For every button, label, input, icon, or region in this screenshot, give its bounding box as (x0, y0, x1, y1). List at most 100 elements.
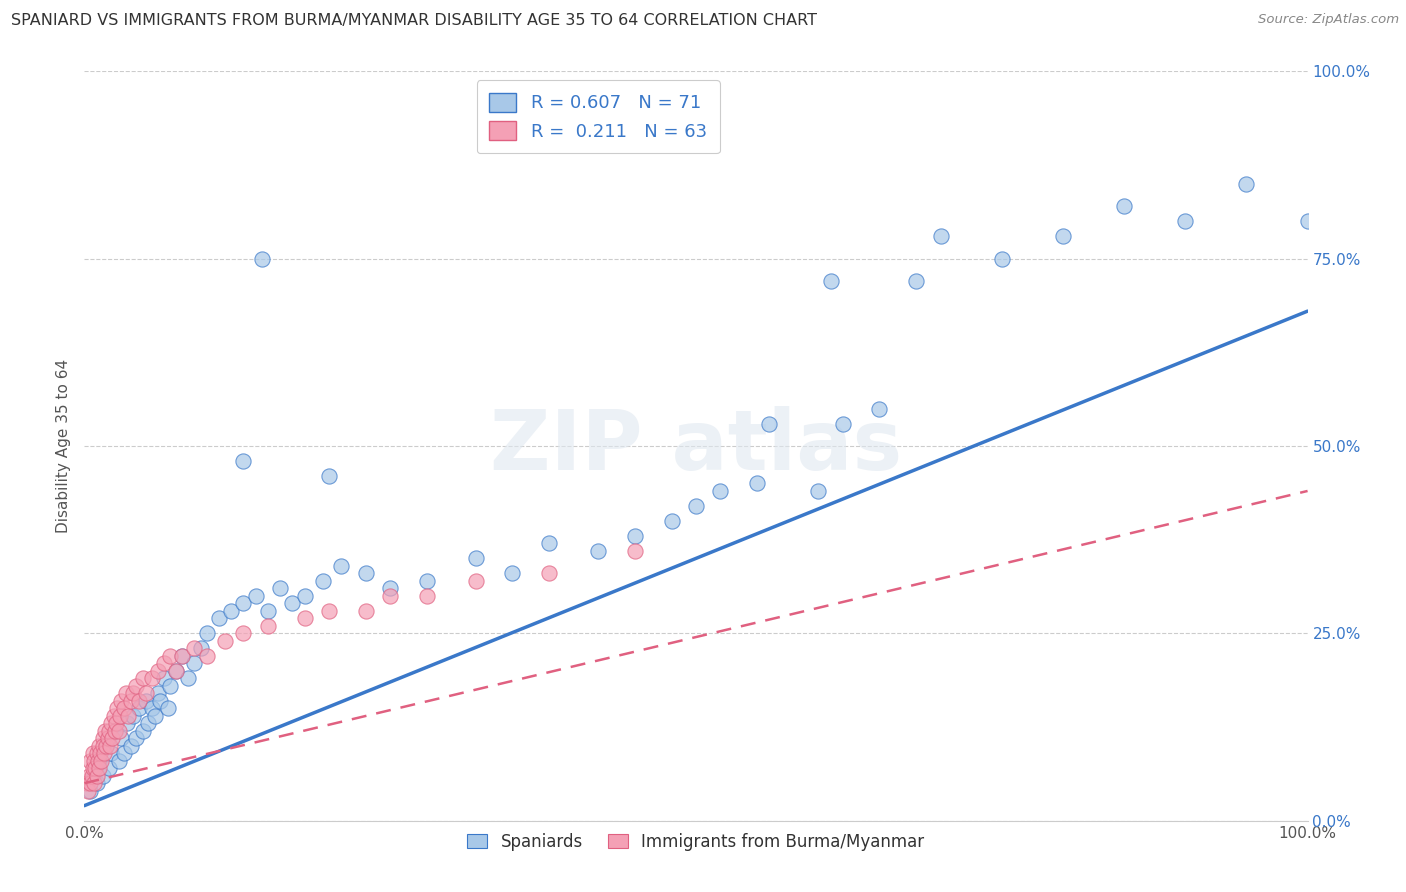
Point (112, 746, 135, 760)
Point (464, 551, 486, 566)
Point (125, 731, 148, 746)
Point (84, 761, 107, 775)
Point (1236, 177, 1258, 191)
Point (257, 604, 280, 618)
Point (190, 641, 212, 656)
Point (104, 723, 127, 738)
Point (136, 716, 159, 731)
Point (86, 776, 108, 790)
Point (172, 648, 194, 663)
Point (991, 252, 1014, 266)
Point (104, 723, 127, 738)
Point (77, 783, 100, 797)
Point (77, 769, 100, 783)
Point (232, 596, 254, 610)
Point (354, 604, 377, 618)
Point (294, 589, 316, 603)
Point (98, 739, 121, 753)
Point (232, 454, 254, 468)
Text: SPANIARD VS IMMIGRANTS FROM BURMA/MYANMAR DISABILITY AGE 35 TO 64 CORRELATION CH: SPANIARD VS IMMIGRANTS FROM BURMA/MYANMA… (11, 13, 817, 29)
Point (132, 671, 155, 685)
Point (747, 476, 769, 491)
Point (1052, 229, 1074, 244)
Point (318, 469, 340, 483)
Point (661, 514, 683, 528)
Point (79, 776, 101, 790)
Point (107, 723, 129, 738)
Point (82, 746, 104, 760)
Legend: Spaniards, Immigrants from Burma/Myanmar: Spaniards, Immigrants from Burma/Myanmar (461, 826, 931, 857)
Point (281, 596, 304, 610)
Point (685, 499, 707, 513)
Point (380, 589, 402, 603)
Point (820, 274, 842, 288)
Point (120, 739, 142, 753)
Point (165, 664, 187, 678)
Point (354, 566, 377, 581)
Point (869, 401, 891, 416)
Point (87, 754, 110, 768)
Point (586, 544, 609, 558)
Point (146, 664, 169, 678)
Point (149, 694, 172, 708)
Point (416, 574, 439, 588)
Point (83, 776, 105, 790)
Point (132, 723, 155, 738)
Point (110, 694, 132, 708)
Point (110, 731, 132, 746)
Point (79, 754, 101, 768)
Point (1296, 214, 1319, 228)
Point (83, 769, 105, 783)
Point (96, 739, 118, 753)
Point (141, 701, 163, 715)
Point (122, 686, 145, 700)
Point (105, 701, 128, 715)
Point (135, 694, 157, 708)
Point (96, 739, 118, 753)
Point (330, 558, 353, 573)
Point (89, 746, 111, 760)
Point (538, 566, 561, 581)
Point (624, 529, 647, 543)
Point (100, 746, 122, 760)
Point (91, 731, 114, 746)
Point (79, 783, 101, 797)
Point (929, 229, 952, 244)
Point (143, 708, 166, 723)
Point (122, 708, 145, 723)
Point (100, 716, 122, 731)
Point (245, 589, 267, 603)
Point (165, 664, 187, 678)
Point (269, 582, 291, 596)
Point (232, 626, 254, 640)
Point (135, 686, 157, 700)
Point (156, 701, 179, 715)
Point (208, 611, 231, 625)
Point (97, 761, 120, 775)
Point (538, 536, 561, 550)
Point (90, 754, 112, 768)
Point (107, 754, 129, 768)
Point (257, 619, 280, 633)
Point (146, 686, 169, 700)
Point (831, 417, 853, 431)
Point (214, 633, 236, 648)
Point (464, 574, 486, 588)
Point (153, 657, 176, 671)
Point (624, 544, 647, 558)
Point (709, 483, 731, 498)
Point (177, 671, 200, 685)
Point (758, 417, 780, 431)
Point (83, 754, 105, 768)
Point (97, 731, 120, 746)
Point (115, 716, 138, 731)
Point (76, 776, 98, 790)
Point (416, 589, 439, 603)
Point (94, 723, 117, 738)
Point (91, 739, 114, 753)
Point (101, 731, 124, 746)
Point (502, 566, 524, 581)
Point (1114, 199, 1136, 213)
Point (91, 769, 114, 783)
Point (112, 701, 135, 715)
